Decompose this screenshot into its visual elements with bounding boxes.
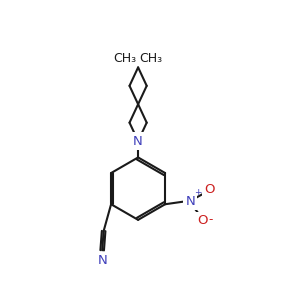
Text: CH₃: CH₃ <box>140 52 163 65</box>
Text: N: N <box>133 135 143 148</box>
Text: +: + <box>194 188 202 197</box>
Text: CH₃: CH₃ <box>113 52 136 65</box>
Text: N: N <box>97 254 107 267</box>
Text: N: N <box>185 195 195 208</box>
Text: O: O <box>205 184 215 196</box>
Text: -: - <box>208 214 213 226</box>
Text: O: O <box>197 214 208 227</box>
